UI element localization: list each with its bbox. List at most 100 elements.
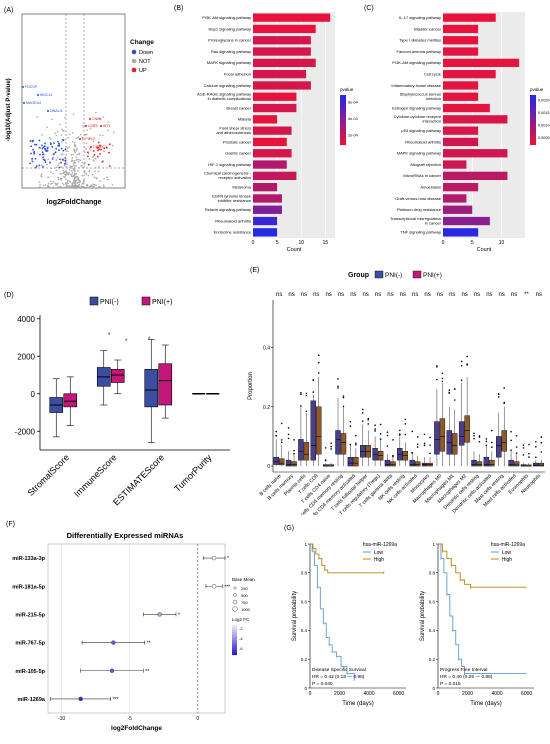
x-tick-label: 0 [309, 691, 312, 697]
x-category-label: ESTIMATEScore [111, 452, 166, 507]
point-not [76, 175, 79, 178]
point-down [53, 142, 55, 144]
outlier-point [535, 456, 537, 459]
outlier-point [404, 418, 407, 421]
outlier-point [361, 408, 364, 411]
point-not [99, 180, 101, 182]
x-tick-label: 0 [442, 240, 445, 246]
category-label: Proteoglycans in cancer [208, 38, 251, 43]
box [144, 369, 159, 408]
outlier-point [423, 433, 426, 436]
point-not [71, 159, 73, 161]
bar [253, 103, 297, 113]
point-not [81, 124, 84, 127]
outlier-point [497, 396, 500, 398]
box [464, 415, 470, 443]
legend-label: NOT [139, 59, 151, 65]
point-down-labeled [22, 86, 24, 88]
category-label: Inflammatory bowel disease [391, 83, 441, 88]
x-tick-label: 0 [437, 691, 440, 697]
point-not [49, 180, 52, 183]
point-not [81, 166, 84, 169]
panel-d: (D) -2000 0 2000 4000 PNI(-) PNI(+) StromalScor… [0, 285, 240, 515]
bar [253, 160, 287, 169]
point-up [92, 150, 95, 152]
outlier-point [441, 372, 444, 375]
outlier-point [379, 433, 382, 435]
point-not [93, 137, 96, 139]
point-not [84, 134, 87, 136]
size-legend-label: 1000 [241, 607, 251, 612]
outlier-point [300, 392, 302, 394]
outlier-point [280, 439, 283, 441]
point-not [84, 151, 87, 153]
point-not [84, 161, 86, 164]
box [316, 406, 322, 455]
point-not [59, 123, 61, 126]
point-down [38, 139, 41, 142]
data-point [109, 668, 115, 673]
y-axis-label: -log10(Adjust P-value) [6, 78, 12, 141]
point-not [59, 177, 62, 180]
point-not [86, 129, 89, 132]
category-label: Estrogen signaling pathway [392, 105, 441, 110]
point-not [79, 181, 81, 183]
category-label: miR-215-5p [15, 612, 45, 618]
category-label: in cancer [425, 220, 442, 225]
point-not [98, 186, 100, 188]
point-not [62, 169, 65, 172]
point-not [62, 153, 64, 155]
point-not [54, 132, 57, 135]
y-tick-label: 0 [267, 464, 270, 470]
point-not [56, 183, 58, 186]
bar [443, 13, 496, 22]
point-not [92, 140, 95, 143]
point-not [106, 176, 108, 179]
point-not [110, 186, 112, 189]
km-title: Disease Specific Survival [312, 667, 366, 673]
point-down [51, 157, 54, 160]
point-down [34, 143, 36, 146]
point-down [64, 157, 67, 159]
point-not [78, 167, 80, 169]
point-down [42, 146, 45, 149]
point-not [107, 121, 110, 123]
outlier-point [379, 438, 382, 441]
outlier-point [317, 361, 320, 364]
outlier-point [522, 447, 525, 449]
point-up [103, 147, 106, 150]
outlier-point [312, 379, 315, 382]
color-legend-step [232, 637, 237, 641]
point-not [99, 187, 102, 189]
survival-curve-low [438, 543, 527, 675]
y-axis-label: Survival probability [292, 591, 298, 641]
outlier-point [416, 446, 419, 448]
point-not [75, 146, 77, 148]
box [458, 421, 465, 446]
category-label: Relaxin signaling pathway [205, 207, 251, 212]
legend-tick: 0.0020 [538, 98, 550, 102]
point-down [42, 156, 44, 159]
legend-gradient-step [530, 122, 536, 126]
point-not [55, 159, 58, 161]
point-not [70, 185, 72, 188]
data-point [157, 612, 162, 617]
outlier-point [330, 442, 332, 444]
point-down [51, 145, 54, 148]
point-not [77, 184, 80, 187]
point-not [66, 163, 68, 165]
outlier-point [535, 446, 537, 448]
box [340, 433, 347, 455]
outlier-point [275, 430, 277, 433]
point-not [91, 156, 94, 158]
legend-gradient-step [340, 102, 346, 106]
point-not [80, 164, 83, 167]
point-not [61, 141, 63, 143]
color-legend-step [232, 625, 237, 628]
point-not [69, 181, 72, 183]
significance-label: ** [524, 292, 529, 298]
point-not [49, 138, 52, 140]
category-label: Melanoma [232, 185, 251, 190]
legend-gradient-step [340, 117, 346, 121]
box [533, 462, 539, 467]
